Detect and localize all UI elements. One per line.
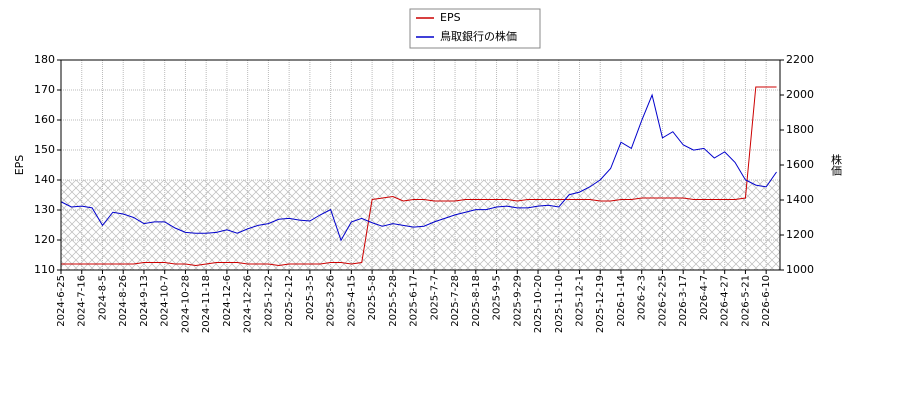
y-tick-label: 110: [34, 263, 55, 276]
y-tick-label: 130: [34, 203, 55, 216]
x-tick-label: 2025-9-5: [492, 275, 503, 320]
x-tick-label: 2025-11-10: [554, 275, 565, 333]
y2-axis-label: 株価: [830, 153, 843, 176]
y2-tick-label: 1000: [786, 263, 814, 276]
legend-label: 鳥取銀行の株価: [440, 29, 517, 43]
x-tick-label: 2026-1-14: [616, 275, 627, 327]
x-tick-label: 2024-11-18: [201, 275, 212, 333]
x-tick-label: 2025-1-22: [263, 275, 274, 327]
y2-tick-label: 2200: [786, 53, 814, 66]
y2-tick-label: 1400: [786, 193, 814, 206]
x-tick-label: 2025-12-1: [575, 275, 586, 327]
x-tick-label: 2026-2-25: [657, 275, 668, 327]
shaded-band: [61, 180, 780, 270]
x-tick-label: 2024-10-28: [180, 275, 191, 333]
x-tick-label: 2026-2-3: [637, 275, 648, 320]
x-tick-label: 2024-9-13: [139, 275, 150, 327]
y-tick-label: 170: [34, 83, 55, 96]
x-tick-label: 2024-12-6: [222, 275, 233, 327]
y-tick-label: 140: [34, 173, 55, 186]
x-tick-label: 2024-6-25: [56, 275, 67, 327]
y2-tick-label: 2000: [786, 88, 814, 101]
y-tick-label: 120: [34, 233, 55, 246]
x-tick-label: 2026-5-21: [740, 275, 751, 327]
legend-label: EPS: [440, 11, 461, 24]
x-tick-label: 2024-7-16: [77, 275, 88, 327]
y2-tick-label: 1200: [786, 228, 814, 241]
x-tick-label: 2025-12-19: [595, 275, 606, 333]
x-tick-label: 2025-8-18: [471, 275, 482, 327]
y-axis-label: EPS: [13, 155, 26, 176]
x-tick-label: 2024-12-26: [243, 275, 254, 333]
x-tick-label: 2025-9-29: [512, 275, 523, 327]
x-tick-label: 2025-7-28: [450, 275, 461, 327]
y-tick-label: 160: [34, 113, 55, 126]
x-tick-label: 2024-8-26: [118, 275, 129, 327]
x-tick-label: 2025-5-8: [367, 275, 378, 320]
y2-tick-label: 1800: [786, 123, 814, 136]
x-tick-label: 2024-8-5: [97, 275, 108, 320]
x-tick-label: 2025-10-20: [533, 275, 544, 333]
legend: [409, 8, 541, 49]
x-tick-label: 2026-6-10: [761, 275, 772, 327]
x-tick-label: 2025-7-7: [429, 275, 440, 320]
x-tick-label: 2025-4-15: [346, 275, 357, 327]
x-tick-label: 2025-2-12: [284, 275, 295, 327]
y-tick-label: 150: [34, 143, 55, 156]
data-line: [61, 86, 777, 267]
data-line: [60, 93, 777, 242]
x-tick-label: 2024-10-7: [160, 275, 171, 327]
y-tick-label: 180: [34, 53, 55, 66]
x-tick-label: 2026-4-7: [699, 275, 710, 320]
x-tick-label: 2025-5-28: [388, 275, 399, 327]
x-tick-label: 2025-3-5: [305, 275, 316, 320]
x-tick-label: 2025-6-17: [409, 275, 420, 327]
x-tick-label: 2025-3-26: [326, 275, 337, 327]
x-tick-label: 2026-3-17: [678, 275, 689, 327]
y2-tick-label: 1600: [786, 158, 814, 171]
x-tick-label: 2026-4-27: [720, 275, 731, 327]
